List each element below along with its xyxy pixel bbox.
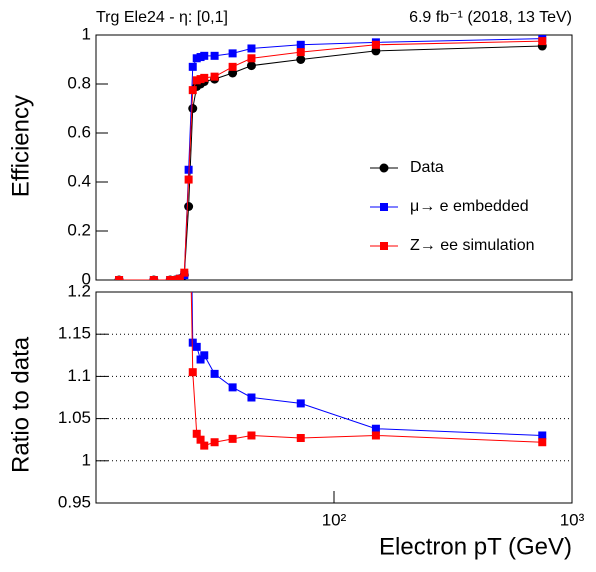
data-point bbox=[228, 383, 237, 392]
data-point bbox=[371, 424, 380, 433]
data-point bbox=[166, 276, 175, 280]
y-tick-label: 0.6 bbox=[67, 122, 91, 141]
y-axis-title: Ratio to data bbox=[7, 336, 34, 473]
y-tick-label: 0 bbox=[82, 269, 91, 288]
data-point bbox=[538, 438, 547, 447]
y-tick-label: 0.8 bbox=[67, 73, 91, 92]
data-point bbox=[171, 276, 180, 280]
data-point bbox=[192, 342, 201, 351]
legend-label: Data bbox=[410, 159, 444, 176]
chart-title: Trg Ele24 - η: [0,1] bbox=[96, 9, 228, 26]
y-tick-label: 0.4 bbox=[67, 171, 91, 190]
data-point bbox=[210, 438, 219, 447]
data-point bbox=[247, 431, 256, 440]
y-axis-title: Efficiency bbox=[7, 95, 34, 197]
y-tick-label: 1.1 bbox=[67, 366, 91, 385]
y-tick-label: 1 bbox=[82, 24, 91, 43]
y-tick-label: 1.05 bbox=[58, 408, 91, 427]
data-point bbox=[538, 431, 547, 440]
legend-marker bbox=[380, 203, 388, 211]
plot-frame bbox=[95, 291, 573, 504]
data-point bbox=[188, 338, 197, 347]
data-point bbox=[175, 274, 184, 280]
data-point bbox=[296, 399, 305, 408]
data-point bbox=[247, 393, 256, 402]
data-point bbox=[247, 44, 256, 53]
x-axis-title: Electron pT (GeV) bbox=[379, 533, 572, 560]
data-point bbox=[296, 40, 305, 49]
data-point bbox=[296, 55, 306, 64]
data-point bbox=[296, 434, 305, 443]
y-tick-label: 1.2 bbox=[67, 281, 91, 300]
data-point bbox=[196, 435, 205, 444]
legend-label: μ→ e embedded bbox=[410, 198, 529, 215]
data-point bbox=[200, 73, 209, 82]
data-point bbox=[200, 51, 209, 60]
data-point bbox=[538, 37, 547, 46]
data-point bbox=[188, 62, 197, 71]
legend-marker bbox=[380, 242, 388, 250]
data-point bbox=[246, 61, 256, 71]
data-point bbox=[185, 35, 193, 43]
data-point bbox=[296, 48, 305, 57]
data-point bbox=[188, 368, 197, 377]
data-point bbox=[200, 351, 209, 360]
y-tick-label: 0.2 bbox=[67, 220, 91, 239]
legend-label: Z→ ee simulation bbox=[410, 237, 535, 254]
data-point bbox=[200, 441, 209, 450]
y-tick-label: 0.95 bbox=[58, 492, 91, 511]
plot-area bbox=[185, 35, 547, 450]
data-point bbox=[247, 54, 256, 63]
data-point bbox=[149, 276, 158, 280]
data-point bbox=[196, 355, 205, 364]
y-tick-label: 1 bbox=[82, 450, 91, 469]
data-point bbox=[188, 86, 197, 95]
data-point bbox=[184, 175, 193, 184]
x-tick-label: 10² bbox=[322, 510, 347, 529]
data-point bbox=[371, 431, 380, 440]
data-point bbox=[228, 62, 237, 71]
chart-subtitle: 6.9 fb⁻¹ (2018, 13 TeV) bbox=[409, 9, 572, 26]
series-line bbox=[190, 292, 543, 447]
data-point bbox=[184, 202, 194, 211]
data-point bbox=[210, 72, 219, 81]
plot-area bbox=[114, 35, 547, 280]
data-point bbox=[192, 429, 201, 438]
y-tick-label: 1.15 bbox=[58, 324, 91, 343]
data-point bbox=[180, 268, 189, 277]
data-point bbox=[210, 51, 219, 60]
plot-frame bbox=[95, 34, 573, 281]
data-point bbox=[210, 369, 219, 378]
data-point bbox=[228, 49, 237, 58]
x-tick-label: 10³ bbox=[560, 510, 585, 529]
data-point bbox=[115, 276, 124, 280]
data-point bbox=[188, 104, 198, 113]
data-point bbox=[228, 434, 237, 443]
data-point bbox=[371, 40, 380, 49]
legend-marker bbox=[379, 163, 389, 173]
